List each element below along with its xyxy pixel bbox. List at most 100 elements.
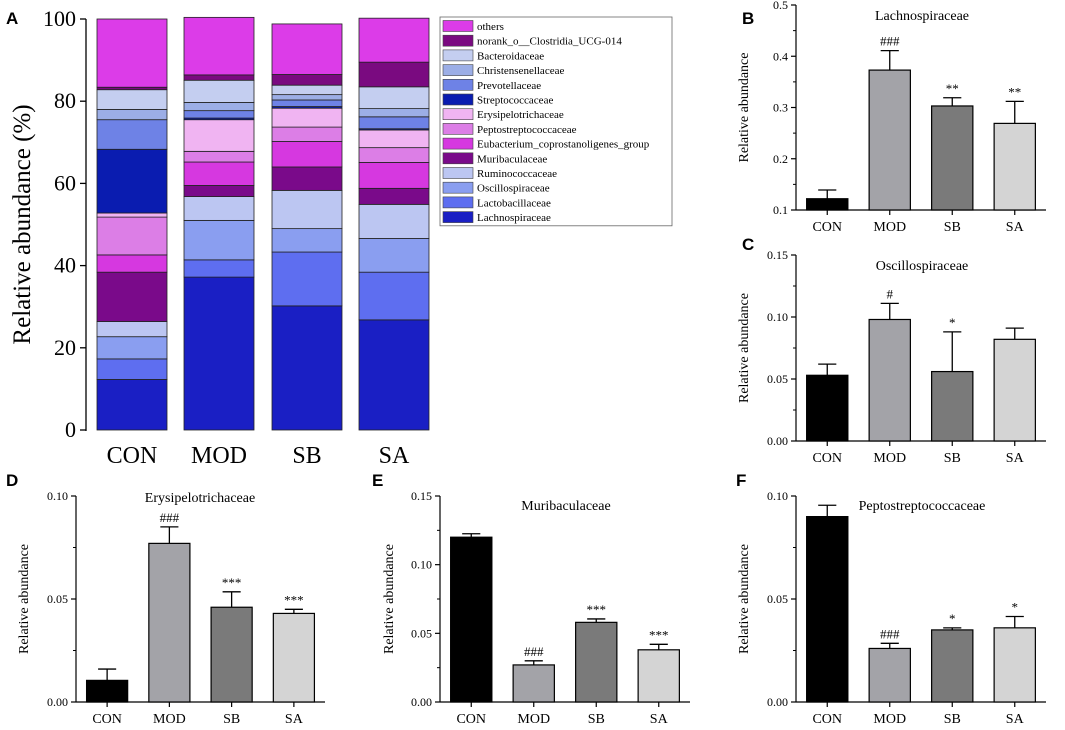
stacked-segment-CON-0 xyxy=(96,379,168,431)
bar-chart-panel-e: 0.00 0.05 0.10 0.15 Relative abundance Muriba… xyxy=(382,489,690,727)
x-tick-label: SB xyxy=(944,220,961,235)
bar-chart-panel-d: 0.00 0.05 0.10 Relative abundance Erysipelot… xyxy=(17,489,325,727)
stacked-segment-CON-7 xyxy=(96,212,168,218)
legend-label: Oscillospiraceae xyxy=(477,183,550,195)
legend-label: Lachnospiraceae xyxy=(477,212,551,224)
y-axis-title: Relative abundance xyxy=(737,52,752,162)
legend-swatch xyxy=(442,196,474,209)
stacked-segment-CON-10 xyxy=(96,109,168,121)
y-axis-title: Relative abundance xyxy=(737,544,752,654)
y-axis-title: Relative abundance xyxy=(737,293,752,403)
stacked-segment-SA-3 xyxy=(358,203,430,239)
stacked-segment-SA-4 xyxy=(358,187,430,205)
bar-MOD xyxy=(868,69,911,211)
stacked-segment-SA-11 xyxy=(358,86,430,109)
y-axis-title: Relative abundance xyxy=(382,544,397,654)
significance-label: * xyxy=(949,315,956,330)
legend-swatch xyxy=(442,34,474,47)
stacked-segment-SA-12 xyxy=(358,61,430,88)
stacked-segment-SA-10 xyxy=(358,108,430,118)
stacked-segment-MOD-9 xyxy=(183,110,255,119)
significance-label: *** xyxy=(587,602,607,617)
stacked-segment-MOD-11 xyxy=(183,79,255,103)
bar-MOD xyxy=(148,542,191,703)
y-tick-label: 0.10 xyxy=(47,489,68,503)
y-tick-label: 0.10 xyxy=(767,489,788,503)
legend-label: Muribaculaceae xyxy=(477,153,547,165)
stacked-segment-MOD-13 xyxy=(183,16,255,76)
x-tick-label: MOD xyxy=(153,712,186,727)
y-tick-label: 0.5 xyxy=(773,0,788,12)
significance-label: ### xyxy=(880,626,900,641)
stacked-segment-SB-3 xyxy=(271,189,343,230)
x-tick-label: CON xyxy=(812,712,842,727)
panel-label-b: B xyxy=(742,9,754,28)
stacked-segment-MOD-6 xyxy=(183,150,255,163)
legend-swatch xyxy=(442,20,474,32)
y-tick-label: 0.10 xyxy=(411,558,432,572)
panel-label-c: C xyxy=(742,235,754,254)
x-tick-label: SA xyxy=(1006,220,1025,235)
stacked-segment-SA-13 xyxy=(358,17,430,63)
stacked-bar-chart-panel-a: 0 20 40 60 80 100 Relative abundance (%) CON MOD… xyxy=(9,6,673,469)
stacked-segment-CON-2 xyxy=(96,336,168,360)
panel-label-a: A xyxy=(6,9,18,28)
stacked-segment-MOD-5 xyxy=(183,161,255,186)
chart-title: Muribaculaceae xyxy=(521,499,610,514)
legend-swatch xyxy=(442,123,474,135)
significance-label: ### xyxy=(524,644,544,659)
x-tick-label: SB xyxy=(292,443,321,469)
x-tick-label: SA xyxy=(1006,712,1025,727)
y-tick-label: 0.2 xyxy=(773,152,788,166)
bar-CON xyxy=(806,515,849,703)
legend-swatch xyxy=(442,137,474,150)
x-tick-label: CON xyxy=(92,712,122,727)
stacked-segment-SB-13 xyxy=(271,23,343,75)
stacked-segment-SB-7 xyxy=(271,107,343,128)
significance-label: # xyxy=(887,286,894,301)
y-tick-label: 60 xyxy=(54,170,76,195)
bar-MOD xyxy=(512,664,555,703)
bar-SB xyxy=(575,621,618,703)
stacked-segment-SB-12 xyxy=(271,74,343,86)
bar-MOD xyxy=(868,647,911,703)
stacked-segment-MOD-7 xyxy=(183,119,255,152)
bar-CON xyxy=(450,536,493,703)
stacked-segment-MOD-10 xyxy=(183,102,255,112)
legend-swatch xyxy=(442,167,474,179)
stacked-segment-CON-8 xyxy=(96,148,168,214)
y-tick-label: 20 xyxy=(54,335,76,360)
bar-chart-panel-c: 0.00 0.05 0.10 0.15 Relative abundance Oscill… xyxy=(737,248,1046,466)
bar-SB xyxy=(931,105,974,211)
stacked-segment-CON-5 xyxy=(96,254,168,273)
legend-label: Lactobacillaceae xyxy=(477,197,551,209)
significance-label: ### xyxy=(880,34,900,49)
bar-SA xyxy=(637,649,680,703)
stacked-segment-SB-10 xyxy=(271,94,343,101)
y-tick-label: 0.00 xyxy=(47,695,68,709)
legend-swatch xyxy=(442,152,474,165)
stacked-segment-CON-3 xyxy=(96,321,168,338)
legend-swatch xyxy=(442,93,474,106)
legend-label: Christensenellaceae xyxy=(477,65,564,77)
legend-swatch xyxy=(442,181,474,194)
bar-SA xyxy=(272,612,316,703)
x-tick-label: SB xyxy=(944,451,961,466)
x-tick-label: MOD xyxy=(873,712,906,727)
y-tick-label: 0.15 xyxy=(767,248,788,262)
stacked-segment-SB-11 xyxy=(271,84,343,96)
y-tick-label: 0.00 xyxy=(767,434,788,448)
y-tick-label: 0.10 xyxy=(767,310,788,324)
legend-label: Eubacterium_coprostanoligenes_group xyxy=(477,139,650,151)
bar-SA xyxy=(993,627,1036,703)
y-tick-label: 0.05 xyxy=(47,592,68,606)
legend-label: Prevotellaceae xyxy=(477,80,541,92)
stacked-segment-CON-4 xyxy=(96,271,168,322)
legend-label: Streptococcaceae xyxy=(477,95,553,107)
y-tick-label: 0.00 xyxy=(767,695,788,709)
significance-label: *** xyxy=(284,592,304,607)
bar-chart-panel-f: 0.00 0.05 0.10 Relative abundance Peptostrep… xyxy=(737,489,1046,727)
x-tick-label: SB xyxy=(223,712,240,727)
panel-label-d: D xyxy=(6,471,18,490)
